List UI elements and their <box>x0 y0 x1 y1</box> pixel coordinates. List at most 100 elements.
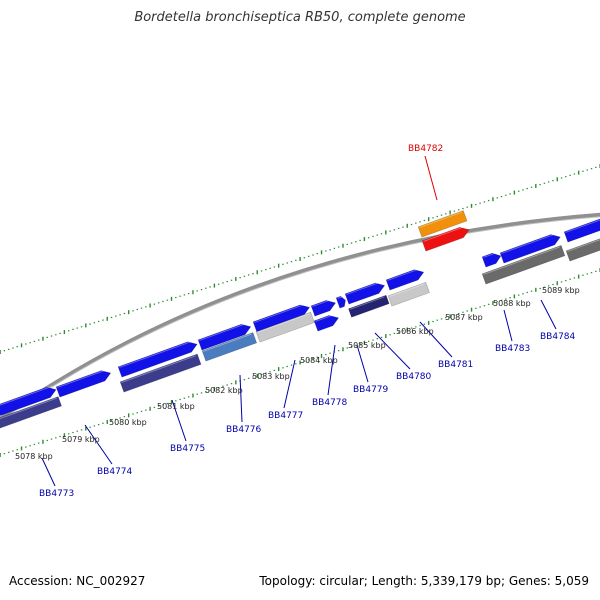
inner-track-minor-tick <box>260 373 263 375</box>
highlight-gene-cds[interactable] <box>421 225 471 252</box>
reverse-feature-1[interactable] <box>0 396 62 431</box>
outer-track-minor-tick <box>410 223 413 226</box>
outer-track-minor-tick <box>196 290 198 292</box>
forward-cds-8[interactable] <box>344 280 386 305</box>
outer-track-minor-tick <box>222 282 224 284</box>
gene-label-bb4773[interactable]: BB4773 <box>39 489 74 499</box>
reverse-feature-4[interactable] <box>348 294 390 318</box>
inner-track-minor-tick <box>479 306 481 308</box>
gene-label-bb4776[interactable]: BB4776 <box>226 425 262 435</box>
outer-track-minor-tick <box>423 219 426 222</box>
forward-cds-12[interactable] <box>481 251 503 268</box>
gene-label-bb4774[interactable]: BB4774 <box>97 467 133 477</box>
gene-label-bb4782[interactable]: BB4782 <box>408 144 443 154</box>
inner-track-minor-tick <box>337 350 340 352</box>
inner-track-major-tick <box>213 386 216 391</box>
inner-track-minor-tick <box>46 439 48 442</box>
outer-track-minor-tick <box>140 307 143 309</box>
outer-track-major-tick <box>427 217 430 222</box>
outer-track-minor-tick <box>179 295 181 297</box>
outer-track-minor-tick <box>582 170 584 172</box>
inner-track-minor-tick <box>590 272 593 274</box>
outer-track-minor-tick <box>7 348 10 350</box>
inner-track-minor-tick <box>432 320 434 323</box>
outer-track-minor-tick <box>200 288 203 291</box>
inner-track-minor-tick <box>402 330 404 332</box>
outer-track-major-tick <box>556 177 558 182</box>
forward-cds-5[interactable] <box>252 302 311 333</box>
forward-cds-6[interactable] <box>310 298 337 317</box>
gene-label-bb4784[interactable]: BB4784 <box>540 332 576 342</box>
inner-track-minor-tick <box>307 359 310 361</box>
outer-track-minor-tick <box>29 342 31 344</box>
inner-track-minor-tick <box>372 339 374 341</box>
inner-track-major-tick <box>492 301 494 306</box>
outer-track-minor-tick <box>80 326 83 328</box>
outer-track-minor-tick <box>475 203 477 206</box>
inner-track-minor-tick <box>522 293 524 295</box>
gene-label-bb4781[interactable]: BB4781 <box>438 360 473 370</box>
outer-track-minor-tick <box>359 239 361 241</box>
outer-track-minor-tick <box>89 323 91 325</box>
label-leader-lines <box>41 155 557 487</box>
outer-track-minor-tick <box>25 343 27 345</box>
gene-label-bb4778[interactable]: BB4778 <box>312 398 348 408</box>
gene-label-bb4780[interactable]: BB4780 <box>396 372 432 382</box>
forward-cds-11[interactable] <box>563 215 600 243</box>
forward-cds-10[interactable] <box>499 232 562 264</box>
inner-track-major-tick <box>235 380 237 385</box>
outer-track-major-tick <box>149 303 151 308</box>
forward-cds-1[interactable] <box>0 384 58 418</box>
outer-track-minor-tick <box>226 280 228 283</box>
inner-track-minor-tick <box>80 429 83 431</box>
outer-track-minor-tick <box>526 187 528 190</box>
rna-feature-2[interactable] <box>387 281 430 307</box>
reverse-feature-3[interactable] <box>201 332 258 362</box>
kbp-label: 5080 kbp <box>109 418 147 427</box>
inner-track-minor-tick <box>539 287 541 290</box>
inner-track-minor-tick <box>453 314 456 316</box>
inner-track-minor-tick <box>552 283 554 286</box>
gene-label-bb4779[interactable]: BB4779 <box>353 385 389 395</box>
inner-track-minor-tick <box>500 299 503 301</box>
forward-cds-2[interactable] <box>55 368 112 398</box>
pseudo-feature-2[interactable] <box>565 236 600 262</box>
inner-track-minor-tick <box>445 316 447 319</box>
kbp-label: 5087 kbp <box>445 313 483 322</box>
reverse-feature-2[interactable] <box>119 353 202 393</box>
outer-track-minor-tick <box>479 202 481 204</box>
inner-track-minor-tick <box>226 384 228 386</box>
forward-cds-7[interactable] <box>335 295 347 309</box>
pseudo-feature-1[interactable] <box>481 244 566 285</box>
rna-feature-1[interactable] <box>255 311 315 343</box>
forward-cds-9[interactable] <box>385 267 425 291</box>
inner-track-major-tick <box>427 320 430 325</box>
inner-track-major-tick <box>556 281 558 286</box>
gene-label-bb4783[interactable]: BB4783 <box>495 344 530 354</box>
outer-track-minor-tick <box>530 186 533 188</box>
inner-track-minor-tick <box>569 278 571 280</box>
forward-cds-4[interactable] <box>197 322 253 351</box>
gene-label-bb4777[interactable]: BB4777 <box>268 411 303 421</box>
inner-track-minor-tick <box>140 410 143 412</box>
inner-track-major-tick <box>20 446 23 451</box>
inner-track-minor-tick <box>573 277 576 279</box>
highlight-gene-bar[interactable] <box>417 210 468 238</box>
gene-label-bb4775[interactable]: BB4775 <box>170 444 205 454</box>
outer-track-major-tick <box>85 323 87 328</box>
outer-track-minor-tick <box>59 332 61 334</box>
outer-track-minor-tick <box>380 233 383 235</box>
forward-cds-3[interactable] <box>117 339 199 378</box>
genome-backbone <box>0 212 600 422</box>
inner-track-minor-tick <box>217 387 220 389</box>
outer-track-minor-tick <box>97 320 100 323</box>
forward-cds-13[interactable] <box>313 313 340 332</box>
inner-track-minor-tick <box>273 369 276 372</box>
inner-track-minor-tick <box>157 405 160 407</box>
inner-track-minor-tick <box>72 431 74 434</box>
outer-track-minor-tick <box>552 180 554 182</box>
inner-track-minor-tick <box>586 273 588 275</box>
inner-track-major-tick <box>449 314 451 319</box>
